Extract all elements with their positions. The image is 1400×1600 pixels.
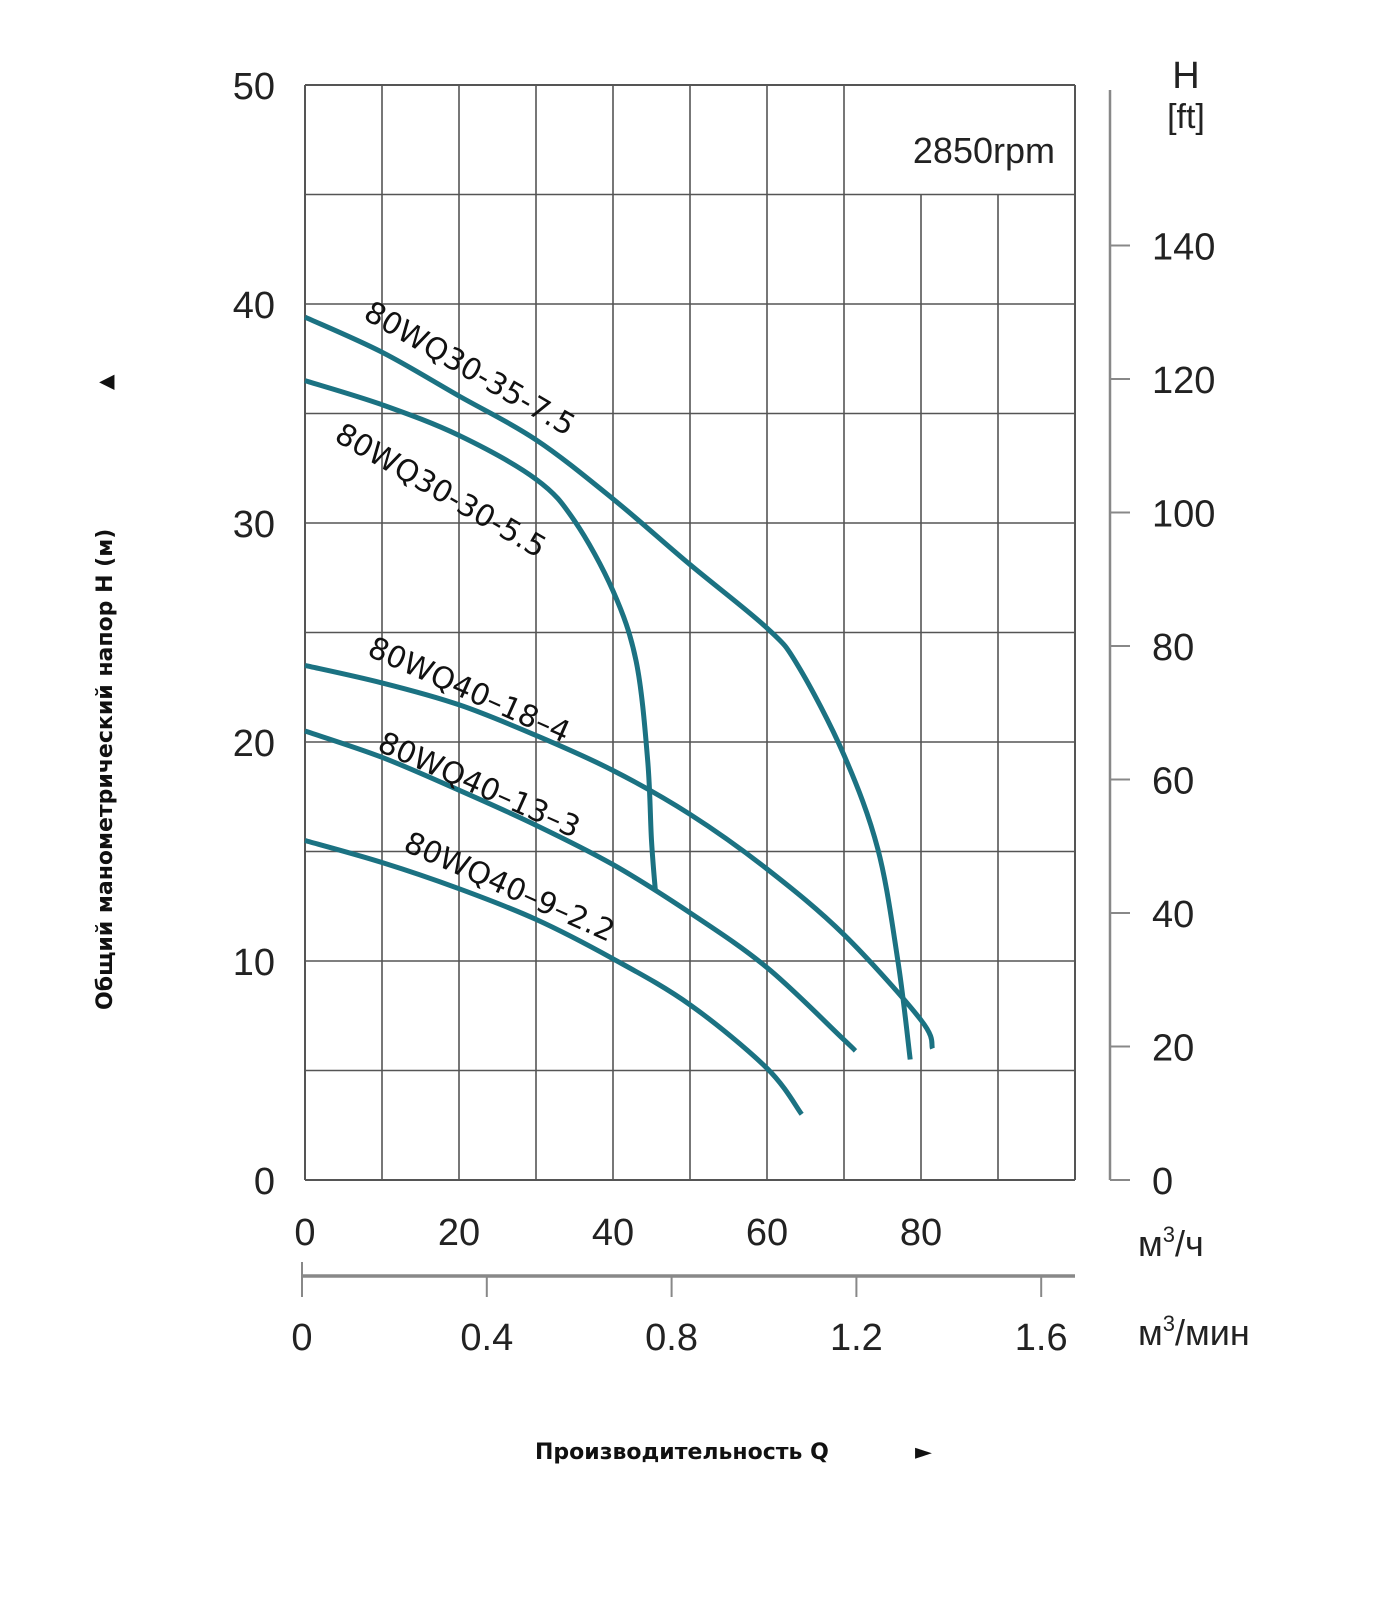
y-tick-label: 10 — [233, 942, 275, 984]
x-tick-label: 40 — [592, 1212, 634, 1254]
series-curve-1 — [304, 378, 658, 892]
y-tick-label: 40 — [233, 285, 275, 327]
y2-tick-label: 100 — [1152, 493, 1215, 535]
rpm-annotation: 2850rpm — [913, 130, 1055, 171]
y2-axis-title: H — [1172, 55, 1199, 97]
x-axis-ticks: 0 20 40 60 80 — [294, 1212, 942, 1254]
x2-axis-unit: м3/мин — [1138, 1311, 1250, 1353]
y-tick-label: 30 — [233, 504, 275, 546]
svg-text:м3/мин: м3/мин — [1138, 1311, 1250, 1353]
series-curve-2 — [304, 662, 935, 1050]
x-tick-label: 60 — [746, 1212, 788, 1254]
x2-axis: 0 0.4 0.8 1.2 1.6 — [291, 1262, 1075, 1359]
x-unit-base: м — [1138, 1223, 1163, 1264]
y2-tick-label: 140 — [1152, 226, 1215, 268]
y2-tick-label: 20 — [1152, 1027, 1194, 1069]
y2-tick-label: 80 — [1152, 627, 1194, 669]
series-curve-0 — [303, 314, 913, 1060]
x2-unit-base: м — [1138, 1312, 1163, 1353]
y-axis-title-group: Общий манометрический напор H (м) ▲ — [93, 374, 118, 1010]
y-axis-arrow: ▲ — [93, 374, 117, 390]
x-unit-sup: 3 — [1163, 1222, 1175, 1247]
x2-tick-label: 1.2 — [830, 1317, 883, 1359]
x2-tick-label: 0.8 — [645, 1317, 698, 1359]
y-tick-label: 0 — [254, 1161, 275, 1203]
y-axis-ticks: 0 10 20 30 40 50 — [233, 66, 275, 1203]
grid — [304, 84, 1076, 1181]
x-axis-arrow: ► — [915, 1440, 932, 1465]
x-tick-label: 20 — [438, 1212, 480, 1254]
x2-tick-label: 0 — [291, 1317, 312, 1359]
x-tick-label: 0 — [294, 1212, 315, 1254]
y2-tick-label: 60 — [1152, 760, 1194, 802]
y-tick-label: 50 — [233, 66, 275, 108]
y2-axis-unit: [ft] — [1167, 98, 1205, 136]
rpm-annotation-box: 2850rpm — [913, 130, 1055, 171]
svg-text:м3/ч: м3/ч — [1138, 1222, 1204, 1264]
x2-tick-label: 1.6 — [1015, 1317, 1068, 1359]
series-curve-4 — [304, 838, 804, 1116]
series-label: 80WQ30-35-7.5 — [358, 295, 581, 444]
y2-tick-label: 40 — [1152, 894, 1194, 936]
y-tick-label: 20 — [233, 723, 275, 765]
x-tick-label: 80 — [900, 1212, 942, 1254]
series-label: 80WQ40–9–2.2 — [399, 825, 620, 949]
series-label: 80WQ30-30-5.5 — [329, 417, 552, 566]
x-unit-tail: /ч — [1175, 1223, 1204, 1264]
x2-unit-tail: /мин — [1175, 1312, 1250, 1353]
series-curves — [303, 314, 935, 1116]
series-curve-3 — [304, 728, 858, 1053]
x-axis-title: Производительность Q — [535, 1440, 829, 1465]
x-axis-unit: м3/ч — [1138, 1222, 1204, 1264]
x2-unit-sup: 3 — [1163, 1311, 1175, 1336]
y-axis-title: Общий манометрический напор H (м) — [93, 529, 118, 1010]
y2-tick-label: 0 — [1152, 1161, 1173, 1203]
y2-tick-label: 120 — [1152, 360, 1215, 402]
y2-axis: H [ft] 0 20 40 60 80 100 120 140 — [1108, 55, 1215, 1203]
x2-tick-label: 0.4 — [460, 1317, 513, 1359]
